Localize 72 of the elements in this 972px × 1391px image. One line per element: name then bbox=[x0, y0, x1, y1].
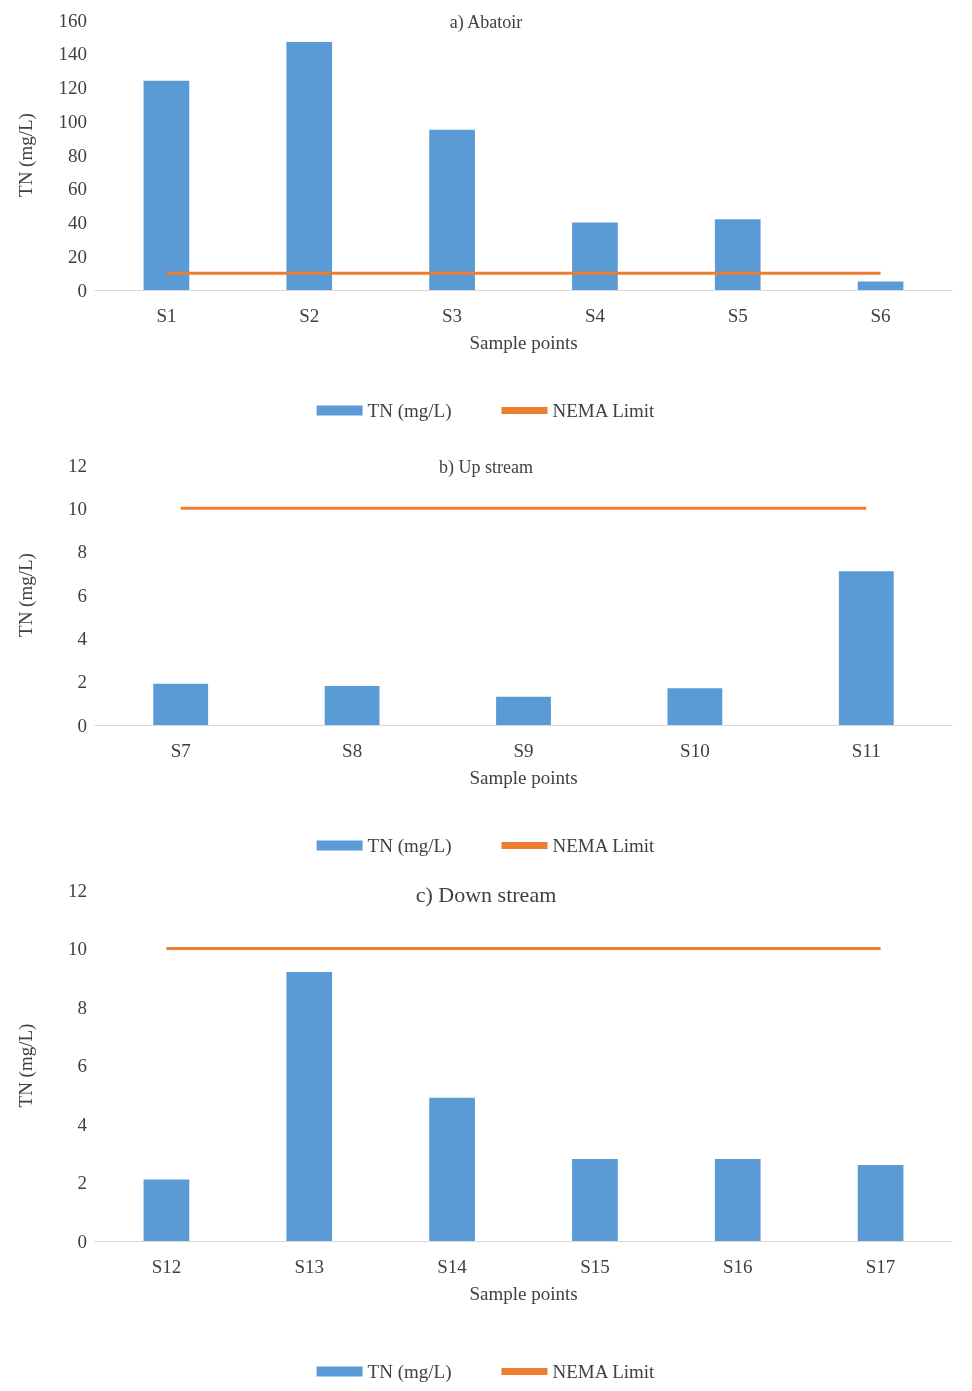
x-tick-label: S9 bbox=[513, 740, 534, 761]
legend-label: NEMA Limit bbox=[552, 835, 656, 856]
x-tick-label: S14 bbox=[437, 1256, 468, 1277]
bar bbox=[429, 1097, 475, 1241]
bar bbox=[496, 696, 551, 725]
bar bbox=[286, 971, 333, 1241]
y-tick-label: 6 bbox=[77, 1055, 87, 1076]
bar bbox=[572, 222, 618, 290]
x-axis-title: Sample points bbox=[469, 767, 578, 788]
y-tick-label: 8 bbox=[77, 996, 87, 1018]
bar bbox=[714, 1159, 761, 1241]
x-tick-label: S5 bbox=[727, 305, 748, 326]
y-tick-label: 160 bbox=[58, 9, 87, 31]
bar bbox=[143, 80, 190, 290]
bar bbox=[429, 129, 475, 290]
y-tick-label: 10 bbox=[68, 497, 87, 519]
y-tick-label: 4 bbox=[77, 627, 88, 649]
x-tick-label: S2 bbox=[299, 305, 320, 326]
bar bbox=[324, 686, 380, 725]
y-tick-label: 4 bbox=[77, 1113, 88, 1135]
y-tick-label: 60 bbox=[68, 178, 87, 200]
y-tick-label: 100 bbox=[58, 110, 87, 132]
y-tick-label: 0 bbox=[77, 714, 87, 736]
y-tick-label: 2 bbox=[77, 671, 87, 693]
y-tick-label: 12 bbox=[68, 879, 87, 901]
x-axis-title: Sample points bbox=[469, 332, 578, 353]
bar bbox=[667, 688, 723, 725]
x-tick-label: S17 bbox=[865, 1256, 896, 1277]
y-tick-label: 2 bbox=[77, 1172, 87, 1193]
bar bbox=[572, 1159, 618, 1241]
bar bbox=[857, 281, 904, 290]
x-tick-label: S12 bbox=[151, 1256, 182, 1277]
y-tick-label: 20 bbox=[68, 245, 87, 267]
bar bbox=[143, 1179, 190, 1241]
y-axis-title: TN (mg/L) bbox=[15, 1023, 37, 1108]
x-tick-label: S4 bbox=[584, 305, 606, 326]
x-tick-label: S3 bbox=[442, 305, 463, 326]
chart-title: c) Down stream bbox=[415, 881, 557, 907]
y-axis-title: TN (mg/L) bbox=[15, 553, 37, 637]
x-tick-label: S1 bbox=[156, 305, 177, 326]
y-tick-label: 6 bbox=[77, 584, 87, 606]
legend-label: NEMA Limit bbox=[552, 400, 656, 421]
y-tick-label: 12 bbox=[68, 454, 87, 476]
x-tick-label: S8 bbox=[342, 740, 363, 761]
bar bbox=[153, 683, 209, 725]
chart-title: a) Abatoir bbox=[449, 12, 523, 33]
y-tick-label: 10 bbox=[68, 938, 87, 959]
legend-label: TN (mg/L) bbox=[367, 1361, 452, 1383]
bar bbox=[286, 41, 333, 290]
x-tick-label: S7 bbox=[170, 740, 191, 761]
x-tick-label: S13 bbox=[294, 1256, 325, 1277]
x-axis-title: Sample points bbox=[469, 1283, 578, 1304]
y-tick-label: 80 bbox=[68, 144, 87, 166]
bar bbox=[838, 571, 894, 725]
y-tick-label: 8 bbox=[77, 541, 87, 563]
y-tick-label: 40 bbox=[68, 212, 87, 233]
y-tick-label: 0 bbox=[77, 279, 87, 301]
bar bbox=[857, 1164, 904, 1241]
y-tick-label: 120 bbox=[58, 77, 87, 98]
x-tick-label: S15 bbox=[580, 1256, 610, 1277]
x-tick-label: S10 bbox=[680, 740, 710, 761]
bar bbox=[714, 219, 761, 290]
x-tick-label: S16 bbox=[722, 1256, 753, 1277]
legend-label: NEMA Limit bbox=[552, 1361, 656, 1382]
chart-title: b) Up stream bbox=[439, 457, 533, 478]
x-tick-label: S6 bbox=[870, 305, 891, 326]
x-tick-label: S11 bbox=[851, 740, 881, 761]
y-tick-label: 0 bbox=[77, 1230, 87, 1252]
y-axis-title: TN (mg/L) bbox=[15, 113, 37, 197]
y-tick-label: 140 bbox=[58, 43, 87, 65]
legend-label: TN (mg/L) bbox=[367, 835, 452, 857]
legend-label: TN (mg/L) bbox=[367, 400, 452, 422]
